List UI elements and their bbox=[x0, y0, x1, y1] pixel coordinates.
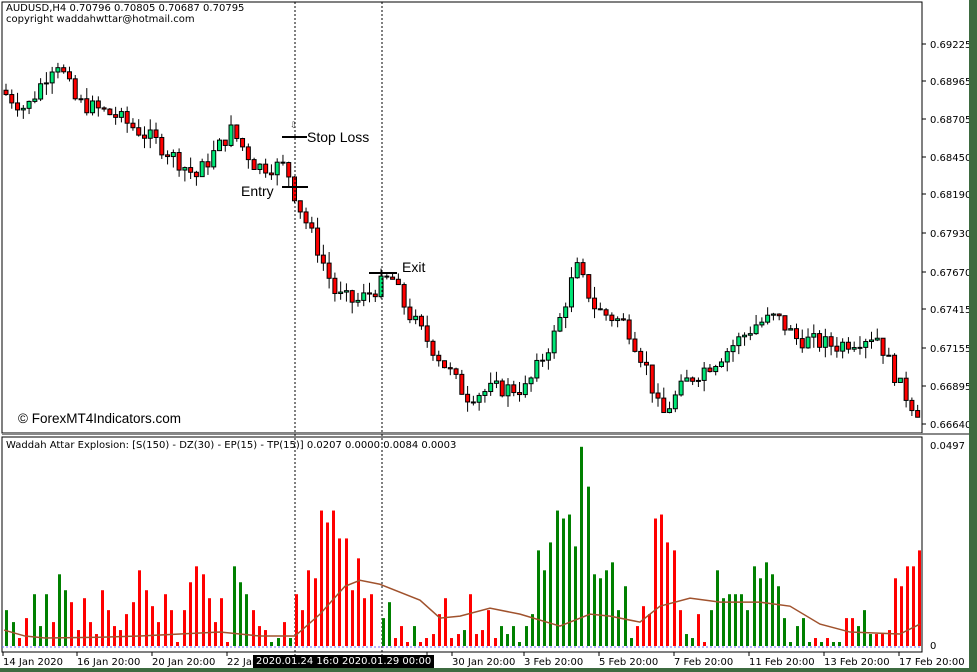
price-tick: 0.66895 bbox=[930, 382, 972, 393]
time-tick: 14 Jan 2020 bbox=[3, 657, 63, 668]
time-tick: 22 Jan bbox=[227, 657, 259, 668]
svg-text:⇩: ⇩ bbox=[290, 121, 298, 131]
indicator-axis-min: 0 bbox=[930, 641, 937, 652]
price-tick: 0.66640 bbox=[930, 420, 972, 431]
price-tick: 0.68705 bbox=[930, 115, 972, 126]
price-tick: 0.68450 bbox=[930, 153, 972, 164]
window-frame-right bbox=[969, 0, 977, 672]
watermark: © ForexMT4Indicators.com bbox=[18, 411, 181, 426]
time-tick: 20 Jan 20:00 bbox=[152, 657, 216, 668]
crosshair-time-exit: 2020.01.29 00:00 bbox=[339, 655, 435, 668]
price-tick: 0.67415 bbox=[930, 305, 972, 316]
window-frame-bottom bbox=[0, 668, 977, 672]
time-tick: 16 Jan 20:00 bbox=[77, 657, 141, 668]
time-tick: 5 Feb 20:00 bbox=[599, 657, 659, 668]
crosshair-time-entry: 2020.01.24 16:00 bbox=[253, 655, 349, 668]
symbol-header: AUDUSD,H4 0.70796 0.70805 0.70687 0.7079… bbox=[6, 3, 245, 14]
time-tick: 17 Feb 20:00 bbox=[899, 657, 965, 668]
stop-loss-label: Stop Loss bbox=[307, 129, 370, 145]
price-tick: 0.68965 bbox=[930, 77, 972, 88]
indicator-label: Waddah Attar Explosion: [S(150) - DZ(30)… bbox=[6, 440, 457, 451]
exit-label: Exit bbox=[402, 259, 426, 275]
time-tick: 3 Feb 20:00 bbox=[524, 657, 584, 668]
indicator-axis-max: 0.0497 bbox=[930, 441, 965, 452]
time-tick: 11 Feb 20:00 bbox=[749, 657, 815, 668]
copyright-label: copyright waddahwttar@hotmail.com bbox=[6, 14, 195, 25]
time-tick: 30 Jan 20:00 bbox=[452, 657, 516, 668]
entry-label: Entry bbox=[241, 183, 274, 199]
price-tick: 0.67930 bbox=[930, 229, 972, 240]
price-tick: 0.67670 bbox=[930, 268, 972, 279]
time-tick: 13 Feb 20:00 bbox=[824, 657, 890, 668]
price-tick: 0.67155 bbox=[930, 344, 972, 355]
time-tick: 7 Feb 20:00 bbox=[674, 657, 734, 668]
price-tick: 0.69225 bbox=[930, 40, 972, 51]
price-tick: 0.68190 bbox=[930, 190, 972, 201]
